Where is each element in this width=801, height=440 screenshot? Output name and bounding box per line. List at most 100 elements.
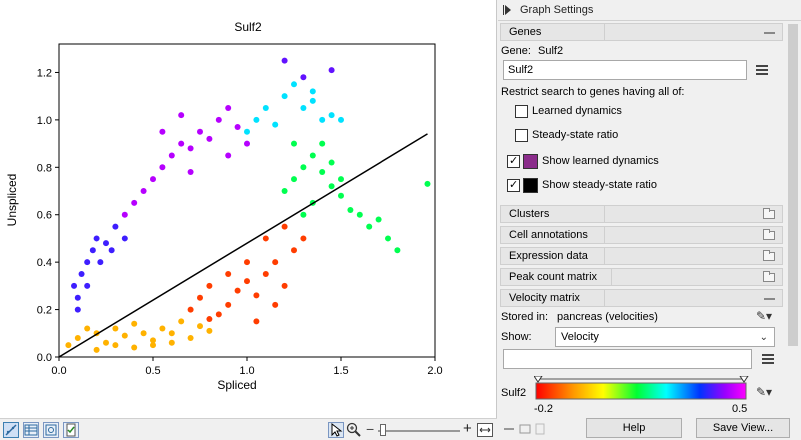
table-view-icon[interactable]	[23, 422, 39, 438]
data-point	[159, 128, 166, 135]
scrollbar-thumb[interactable]	[788, 24, 798, 346]
documentation-icon[interactable]	[63, 422, 79, 438]
data-point	[319, 169, 326, 176]
stored-in-value: pancreas (velocities)	[557, 311, 658, 323]
x-tick-label: 0.5	[145, 365, 160, 377]
data-point	[108, 247, 115, 254]
chevron-down-icon: ⌄	[759, 332, 768, 343]
folder-icon[interactable]	[763, 271, 775, 282]
folder-icon[interactable]	[763, 208, 775, 219]
section-velocity-matrix[interactable]: Velocity matrix	[500, 289, 783, 307]
section-clusters[interactable]: Clusters	[500, 205, 783, 223]
data-point	[121, 332, 128, 339]
y-tick-label: 0.0	[37, 352, 52, 364]
collapse-minus-icon[interactable]	[764, 298, 775, 300]
pointer-tool-icon[interactable]	[328, 422, 344, 438]
data-point	[385, 235, 391, 242]
data-point	[206, 135, 213, 142]
data-point	[328, 183, 335, 190]
graph-settings-header[interactable]: Graph Settings	[498, 0, 801, 21]
section-genes[interactable]: Genes	[500, 23, 783, 41]
section-cell-annotations[interactable]: Cell annotations	[500, 226, 783, 244]
zoom-tool-icon[interactable]	[346, 422, 364, 438]
data-point	[178, 140, 185, 147]
section-expression-data[interactable]: Expression data	[500, 247, 783, 265]
gene-search-input[interactable]: Sulf2	[503, 60, 747, 80]
section-cell-annotations-label: Cell annotations	[509, 229, 588, 241]
steady-state-ratio-checkbox[interactable]	[515, 129, 528, 142]
section-peak-count-matrix[interactable]: Peak count matrix	[500, 268, 783, 286]
graph-settings-title: Graph Settings	[520, 4, 594, 16]
edit-pencil-icon[interactable]: ✎▾	[756, 309, 773, 323]
folder-icon[interactable]	[763, 250, 775, 261]
velocity-color-gradient[interactable]	[534, 376, 750, 402]
data-point	[206, 327, 213, 334]
learned-dynamics-color-swatch[interactable]	[523, 154, 538, 169]
settings-scrollbar[interactable]	[786, 22, 800, 418]
data-point	[131, 344, 138, 351]
data-point	[71, 282, 78, 289]
data-point	[74, 306, 81, 313]
fit-width-icon[interactable]	[477, 423, 493, 437]
data-point	[112, 223, 119, 230]
data-point	[112, 325, 119, 332]
collapse-arrow-icon[interactable]	[505, 5, 511, 15]
data-point	[291, 247, 297, 254]
gene-options-menu-icon[interactable]	[756, 65, 768, 75]
data-point	[328, 159, 335, 166]
y-tick-label: 1.2	[37, 67, 52, 79]
edit-gradient-pencil-icon[interactable]: ✎▾	[756, 385, 773, 399]
x-tick-label: 2.0	[427, 365, 442, 377]
save-view-button[interactable]: Save View...	[696, 418, 790, 438]
data-point	[272, 301, 279, 308]
y-tick-label: 0.2	[37, 305, 52, 317]
show-learned-dynamics-checkbox[interactable]	[507, 154, 520, 168]
velocity-options-menu-icon[interactable]	[762, 354, 774, 364]
data-point	[131, 320, 138, 327]
axis-ticks: 0.0 0.5 1.0 1.5 2.0 0.0 0.2 0.4 0.6 0.8 1.0 1.2	[37, 67, 443, 377]
data-point	[84, 282, 91, 289]
scatter-chart[interactable]: Sulf2 Spliced Unspliced 0.0 0.5 1.0 1.5 2.00…	[0, 0, 497, 418]
zoom-in-icon[interactable]: +	[463, 420, 472, 437]
scatter-points	[65, 57, 431, 353]
data-point	[65, 342, 72, 349]
help-button[interactable]: Help	[586, 418, 682, 438]
zoom-slider-track[interactable]	[378, 430, 460, 432]
data-point	[150, 337, 156, 344]
data-point	[197, 323, 203, 330]
fit-lines	[58, 133, 428, 358]
data-point	[131, 199, 138, 206]
velocity-filter-input[interactable]	[503, 349, 752, 369]
data-point	[150, 342, 156, 349]
panel-footer-icons	[504, 423, 545, 435]
data-point	[253, 318, 260, 325]
data-point	[121, 211, 128, 218]
image-export-icon[interactable]	[43, 422, 59, 438]
zoom-out-icon[interactable]: −	[366, 421, 375, 437]
data-point	[262, 235, 269, 242]
scatter-plot-view-icon[interactable]	[3, 422, 19, 438]
learned-dynamics-checkbox[interactable]	[515, 105, 528, 118]
view-toolbar: − +	[0, 418, 497, 440]
data-point	[187, 145, 194, 152]
data-point	[328, 67, 335, 74]
data-point	[225, 271, 232, 278]
data-point	[281, 223, 288, 230]
data-point	[140, 188, 147, 195]
data-point	[366, 223, 373, 230]
folder-icon[interactable]	[763, 229, 775, 240]
data-point	[262, 271, 269, 278]
data-point	[244, 140, 250, 147]
show-select[interactable]: Velocity ⌄	[555, 327, 775, 347]
data-point	[319, 116, 326, 123]
data-point	[300, 74, 307, 81]
learned-dynamics-label: Learned dynamics	[532, 105, 622, 117]
data-point	[300, 211, 307, 218]
data-point	[234, 287, 241, 294]
collapse-minus-icon[interactable]	[764, 32, 775, 34]
zoom-slider-handle[interactable]	[380, 424, 386, 436]
steady-state-color-swatch[interactable]	[523, 178, 538, 193]
section-velocity-matrix-label: Velocity matrix	[509, 292, 580, 304]
show-steady-state-ratio-checkbox[interactable]	[507, 178, 520, 192]
